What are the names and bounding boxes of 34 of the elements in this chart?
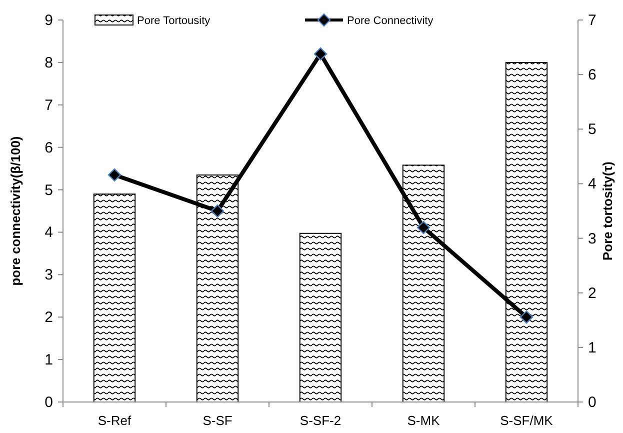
legend-label: Pore Connectivity [347,15,434,27]
point [314,47,328,61]
legend-label: Pore Tortousity [137,15,211,27]
y-tick-label: 4 [44,224,53,242]
y-tick-label: 6 [44,139,53,156]
x-tick-label: S-SF-2 [300,413,342,428]
bar [93,194,136,402]
point [416,220,430,234]
point [520,310,534,324]
y2-tick-label: 6 [588,66,596,84]
y-tick-label: 2 [44,309,53,326]
y-tick-label: 0 [44,394,53,411]
y-tick-label: 8 [44,54,53,72]
y-tick-label: 3 [44,266,53,284]
y-axis-title: pore connectivity(β/100) [8,136,23,286]
y2-tick-label: 4 [588,176,596,193]
x-tick-label: S-Ref [98,413,132,428]
y-tick-label: 7 [44,96,53,114]
bar [299,232,342,402]
y2-tick-label: 1 [588,339,596,356]
y-tick-label: 5 [44,182,53,199]
y2-tick-label: 7 [588,12,596,29]
y2-axis-title: Pore tortosity(τ) [600,162,615,260]
point [108,168,122,182]
y2-tick-label: 2 [588,284,596,302]
y2-tick-label: 3 [588,230,596,248]
x-tick-label: S-SF [202,413,232,428]
x-tick-label: S-MK [407,413,440,428]
y-tick-label: 9 [44,12,53,29]
x-tick-label: S-SF/MK [500,413,554,428]
y2-tick-label: 5 [588,121,596,138]
point [210,204,224,218]
y2-tick-label: 0 [588,394,596,411]
y-tick-label: 1 [44,352,53,369]
